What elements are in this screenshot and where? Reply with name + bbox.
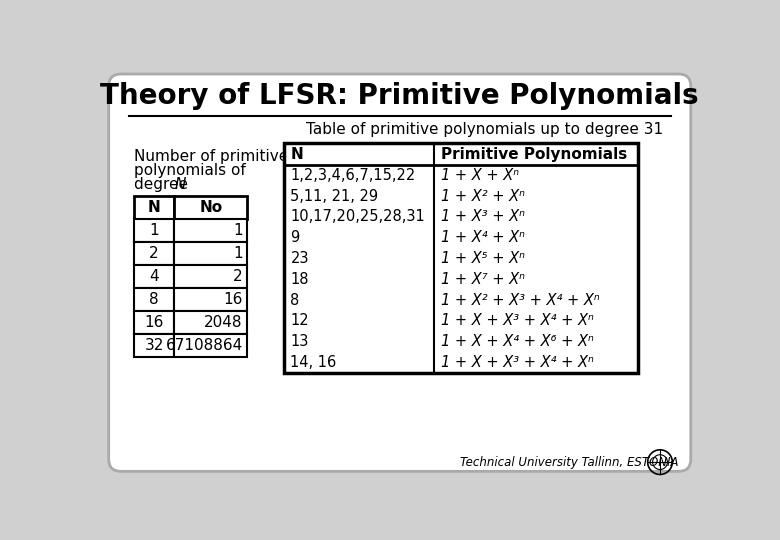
Text: 2: 2 — [233, 269, 243, 284]
Bar — [174, 288, 247, 311]
Text: 1 + X⁵ + Xⁿ: 1 + X⁵ + Xⁿ — [441, 251, 525, 266]
Bar — [134, 311, 174, 334]
Bar — [134, 219, 174, 242]
Text: N: N — [147, 200, 161, 215]
FancyBboxPatch shape — [108, 74, 691, 471]
Text: Theory of LFSR: Primitive Polynomials: Theory of LFSR: Primitive Polynomials — [101, 82, 699, 110]
Text: 1: 1 — [233, 246, 243, 261]
Text: 5,11, 21, 29: 5,11, 21, 29 — [290, 188, 378, 204]
Text: 67108864: 67108864 — [165, 339, 243, 353]
Text: 9: 9 — [290, 230, 300, 245]
Text: 2048: 2048 — [204, 315, 243, 330]
Text: 32: 32 — [144, 339, 164, 353]
Text: 16: 16 — [223, 292, 243, 307]
Text: 8: 8 — [149, 292, 159, 307]
Text: N: N — [174, 177, 186, 192]
Text: degree: degree — [134, 177, 193, 192]
Bar — [134, 242, 174, 265]
Text: 1 + X⁴ + Xⁿ: 1 + X⁴ + Xⁿ — [441, 230, 525, 245]
Bar — [134, 265, 174, 288]
Text: 1 + X² + Xⁿ: 1 + X² + Xⁿ — [441, 188, 525, 204]
Text: polynomials of: polynomials of — [134, 164, 246, 178]
Text: 16: 16 — [144, 315, 164, 330]
Text: 14, 16: 14, 16 — [290, 355, 337, 370]
Text: 10,17,20,25,28,31: 10,17,20,25,28,31 — [290, 210, 425, 225]
Text: 1 + X³ + Xⁿ: 1 + X³ + Xⁿ — [441, 210, 525, 225]
Bar — [174, 195, 247, 219]
Text: N: N — [290, 147, 303, 161]
Bar — [174, 334, 247, 357]
Text: 18: 18 — [290, 272, 309, 287]
Text: No: No — [199, 200, 222, 215]
Bar — [134, 334, 174, 357]
Text: 1 + X + X³ + X⁴ + Xⁿ: 1 + X + X³ + X⁴ + Xⁿ — [441, 313, 594, 328]
Text: 23: 23 — [290, 251, 309, 266]
Text: 8: 8 — [290, 293, 300, 308]
Text: 1 + X⁷ + Xⁿ: 1 + X⁷ + Xⁿ — [441, 272, 525, 287]
Text: 2: 2 — [149, 246, 159, 261]
Bar — [134, 288, 174, 311]
Bar — [174, 265, 247, 288]
Bar — [174, 311, 247, 334]
Text: 4: 4 — [149, 269, 159, 284]
Text: 1 + X + X⁴ + X⁶ + Xⁿ: 1 + X + X⁴ + X⁶ + Xⁿ — [441, 334, 594, 349]
Text: 1 + X + Xⁿ: 1 + X + Xⁿ — [441, 168, 519, 183]
Bar — [284, 143, 639, 373]
Text: Primitive Polynomials: Primitive Polynomials — [441, 147, 627, 161]
Bar — [174, 242, 247, 265]
Text: 1: 1 — [149, 223, 159, 238]
Bar — [174, 219, 247, 242]
Text: 1,2,3,4,6,7,15,22: 1,2,3,4,6,7,15,22 — [290, 168, 416, 183]
Text: 1 + X² + X³ + X⁴ + Xⁿ: 1 + X² + X³ + X⁴ + Xⁿ — [441, 293, 599, 308]
Text: Table of primitive polynomials up to degree 31: Table of primitive polynomials up to deg… — [306, 122, 663, 137]
Text: 12: 12 — [290, 313, 309, 328]
Text: 13: 13 — [290, 334, 309, 349]
Bar — [134, 195, 174, 219]
Text: 1: 1 — [233, 223, 243, 238]
Text: Technical University Tallinn, ESTONIA: Technical University Tallinn, ESTONIA — [460, 456, 679, 469]
Text: Number of primitive: Number of primitive — [134, 150, 289, 165]
Text: 1 + X + X³ + X⁴ + Xⁿ: 1 + X + X³ + X⁴ + Xⁿ — [441, 355, 594, 370]
